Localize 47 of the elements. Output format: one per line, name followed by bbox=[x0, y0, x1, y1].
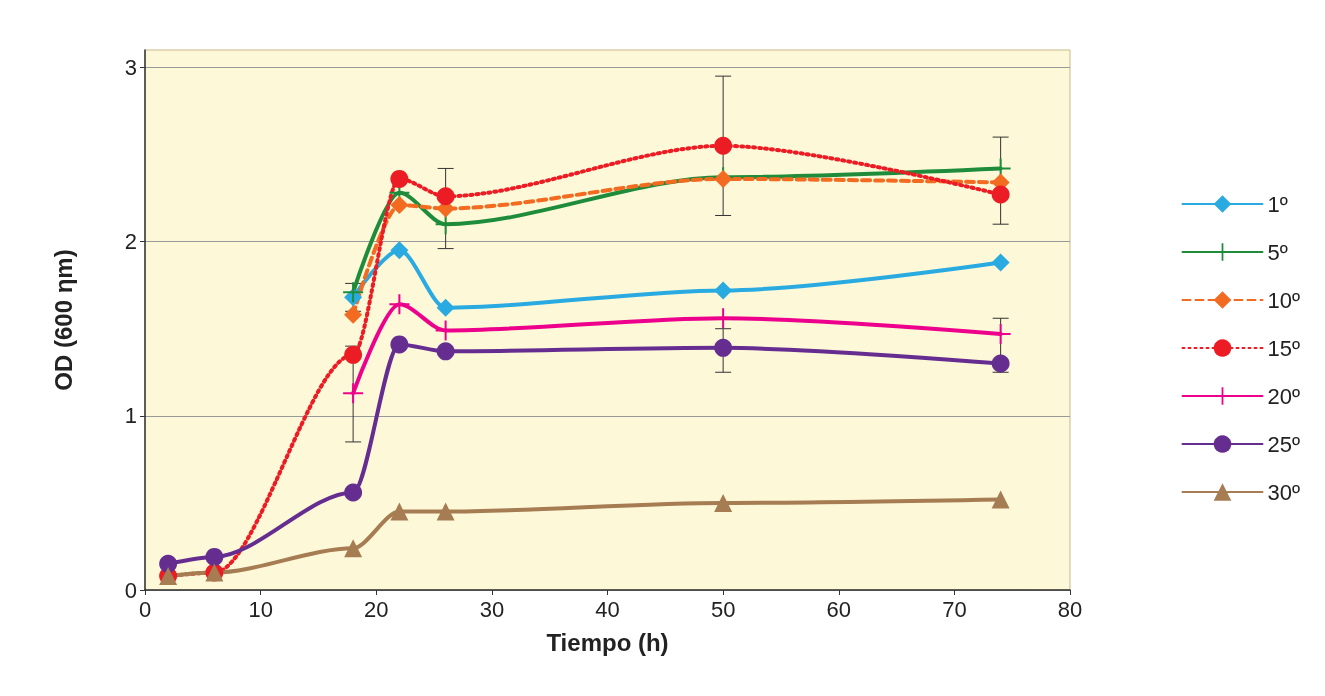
x-tick-label: 20 bbox=[364, 596, 389, 622]
y-tick-label: 1 bbox=[124, 403, 137, 429]
point bbox=[344, 305, 363, 324]
point bbox=[390, 241, 409, 260]
y-tick-label: 2 bbox=[124, 229, 137, 255]
point bbox=[390, 196, 409, 215]
point bbox=[205, 547, 224, 566]
point bbox=[390, 169, 409, 188]
point bbox=[714, 136, 733, 155]
point bbox=[390, 335, 409, 354]
legend-label: 30º bbox=[1267, 479, 1301, 505]
point bbox=[714, 338, 733, 357]
point bbox=[991, 354, 1010, 373]
x-tick-label: 60 bbox=[826, 596, 851, 622]
point bbox=[436, 298, 455, 317]
point bbox=[714, 281, 733, 300]
y-axis-title: OD (600 ηm) bbox=[49, 249, 77, 391]
legend-label: 15º bbox=[1267, 335, 1301, 361]
point bbox=[991, 253, 1010, 272]
legend-label: 1º bbox=[1267, 191, 1288, 217]
point bbox=[344, 345, 363, 364]
y-tick-label: 3 bbox=[124, 54, 137, 80]
point bbox=[991, 185, 1010, 204]
point bbox=[344, 483, 363, 502]
x-tick-label: 10 bbox=[248, 596, 273, 622]
point bbox=[343, 282, 364, 303]
x-tick-label: 40 bbox=[595, 596, 620, 622]
legend-label: 20º bbox=[1267, 383, 1301, 409]
x-tick-label: 30 bbox=[479, 596, 505, 622]
legend-label: 25º bbox=[1267, 431, 1301, 457]
point bbox=[714, 493, 733, 512]
point bbox=[389, 294, 410, 315]
legend-label: 10º bbox=[1267, 287, 1301, 313]
point bbox=[343, 383, 364, 404]
x-tick-label: 50 bbox=[710, 596, 736, 622]
point bbox=[344, 539, 363, 558]
point bbox=[159, 554, 178, 573]
y-tick-label: 0 bbox=[124, 577, 137, 603]
point bbox=[436, 342, 455, 361]
point bbox=[390, 502, 409, 521]
point bbox=[436, 502, 455, 521]
point bbox=[991, 490, 1010, 509]
point bbox=[436, 187, 455, 206]
x-axis-title: Tiempo (h) bbox=[546, 628, 669, 656]
x-tick-label: 70 bbox=[942, 596, 967, 622]
x-tick-label: 80 bbox=[1057, 596, 1083, 622]
legend-label: 5º bbox=[1267, 239, 1288, 265]
